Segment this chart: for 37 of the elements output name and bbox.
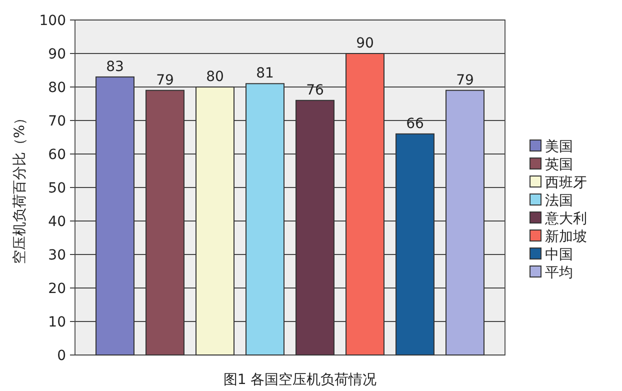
data-label: 83 <box>106 58 124 75</box>
data-label: 66 <box>406 116 424 132</box>
y-tick-label: 0 <box>57 348 66 364</box>
y-tick-label: 70 <box>48 114 66 130</box>
y-tick-label: 100 <box>39 13 66 29</box>
bar <box>446 90 484 356</box>
data-label: 81 <box>256 66 274 82</box>
bar <box>196 86 234 356</box>
data-label: 79 <box>456 72 474 88</box>
text: 图1 各国空压机负荷情况 <box>223 372 377 388</box>
bar <box>246 83 284 356</box>
y-tick-label: 40 <box>48 214 66 230</box>
legend-label: 中国 <box>545 247 573 263</box>
y-tick-label: 80 <box>48 80 66 96</box>
legend-label: 英国 <box>545 157 573 173</box>
legend-label: 意大利 <box>544 211 587 227</box>
legend-label: 平均 <box>545 265 573 281</box>
bar <box>296 100 334 356</box>
bar <box>96 76 134 356</box>
legend-label: 法国 <box>545 193 573 209</box>
y-tick-label: 20 <box>48 281 66 297</box>
y-tick-label: 90 <box>48 46 66 62</box>
bar <box>146 90 184 356</box>
data-label: 90 <box>356 36 374 52</box>
legend-label: 西班牙 <box>545 175 587 191</box>
y-axis-title: 空压机负荷百分比（%） <box>12 110 28 264</box>
data-label: 76 <box>306 82 324 98</box>
data-label: 79 <box>156 72 174 88</box>
y-tick-label: 30 <box>48 248 66 264</box>
legend-label: 新加坡 <box>545 229 587 245</box>
data-label: 80 <box>206 69 224 85</box>
y-tick-label: 60 <box>48 147 66 163</box>
legend-label: 美国 <box>545 139 573 155</box>
y-tick-label: 50 <box>48 180 66 196</box>
bar <box>396 133 434 356</box>
y-tick-label: 10 <box>48 314 66 330</box>
bar <box>346 53 384 356</box>
